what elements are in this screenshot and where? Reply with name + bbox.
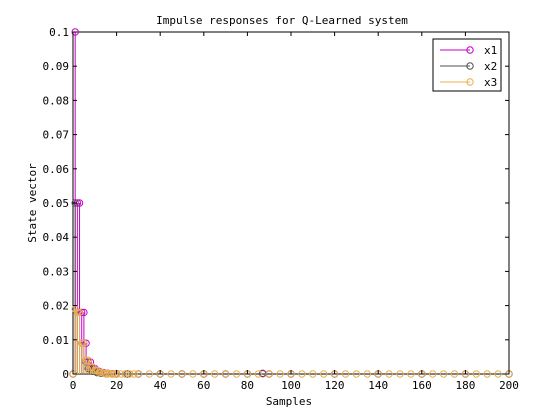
y-tick-label: 0.08 bbox=[43, 94, 70, 107]
stem-marker bbox=[82, 356, 90, 365]
x-tick-label: 0 bbox=[70, 379, 77, 392]
y-ticks: 0 0.01 0.02 0.03 0.04 0.05 0.06 0.07 0.08 0.09 0.1 bbox=[43, 26, 509, 381]
chart-title: Impulse responses for Q-Learned system bbox=[156, 14, 408, 27]
y-tick-label: 0.04 bbox=[43, 231, 70, 244]
stem-marker bbox=[254, 370, 262, 378]
y-tick-label: 0.05 bbox=[43, 197, 70, 210]
y-tick-label: 0.07 bbox=[43, 129, 70, 142]
stem-marker bbox=[93, 366, 101, 375]
stem-marker bbox=[450, 370, 459, 378]
stem-marker bbox=[78, 339, 86, 347]
stem-marker bbox=[189, 370, 197, 378]
stem-marker bbox=[91, 366, 99, 375]
stem-marker bbox=[309, 370, 317, 378]
x-axis-title: Samples bbox=[266, 395, 312, 408]
stem-marker bbox=[125, 370, 134, 378]
stem-marker bbox=[298, 370, 306, 378]
stem-marker bbox=[363, 370, 371, 378]
x-tick-label: 200 bbox=[499, 379, 519, 392]
stem-marker bbox=[82, 339, 90, 347]
x-tick-label: 180 bbox=[455, 379, 475, 392]
stem-marker bbox=[121, 370, 130, 378]
stem-marker bbox=[385, 370, 393, 378]
stem-marker bbox=[407, 370, 415, 378]
stem-marker bbox=[472, 370, 480, 378]
legend-marker bbox=[466, 62, 474, 70]
x-tick-label: 140 bbox=[368, 379, 388, 392]
x-tick-label: 120 bbox=[325, 379, 345, 392]
stem-marker bbox=[80, 339, 88, 347]
stem-marker bbox=[352, 370, 361, 378]
stem-marker bbox=[108, 370, 116, 378]
legend-label: x3 bbox=[484, 76, 497, 89]
stem-marker bbox=[320, 370, 328, 378]
stem-marker bbox=[167, 370, 175, 378]
stem-marker bbox=[71, 28, 79, 36]
stem-marker bbox=[73, 308, 82, 317]
stem-marker bbox=[265, 370, 273, 378]
stems-layer bbox=[69, 28, 513, 378]
x-tick-label: 60 bbox=[197, 379, 210, 392]
x-ticks: 0 20 40 60 80 100 120 140 160 180 200 bbox=[70, 32, 519, 392]
legend-marker bbox=[466, 78, 474, 86]
stem-marker bbox=[211, 370, 219, 378]
stem-marker bbox=[494, 370, 502, 378]
y-tick-label: 0.01 bbox=[43, 334, 70, 347]
stem-marker bbox=[145, 370, 154, 378]
y-tick-label: 0.09 bbox=[43, 60, 70, 73]
series-x3 bbox=[69, 305, 513, 378]
legend-label: x2 bbox=[484, 60, 497, 73]
stem-marker bbox=[341, 370, 350, 378]
y-tick-label: 0 bbox=[62, 368, 69, 381]
x-tick-label: 40 bbox=[154, 379, 167, 392]
stem-marker bbox=[429, 370, 437, 378]
x-tick-label: 20 bbox=[110, 379, 123, 392]
x-tick-label: 80 bbox=[241, 379, 254, 392]
stem-marker bbox=[71, 199, 79, 207]
y-tick-label: 0.02 bbox=[43, 300, 70, 313]
stem-marker bbox=[117, 370, 125, 378]
x-tick-label: 160 bbox=[412, 379, 432, 392]
stem-marker bbox=[78, 308, 86, 317]
stem-marker bbox=[130, 370, 138, 378]
stem-marker bbox=[232, 370, 241, 378]
x-tick-label: 100 bbox=[281, 379, 301, 392]
stem-marker bbox=[75, 308, 84, 317]
stem-marker bbox=[439, 370, 448, 378]
stem-marker bbox=[483, 370, 491, 378]
stem-marker bbox=[276, 370, 284, 378]
y-tick-label: 0.03 bbox=[43, 265, 70, 278]
y-axis-title: State vector bbox=[26, 163, 39, 243]
stem-marker bbox=[134, 370, 143, 378]
legend: x1 x2 x3 bbox=[432, 38, 502, 92]
y-tick-label: 0.1 bbox=[49, 26, 69, 39]
stem-marker bbox=[178, 370, 186, 378]
stem-marker bbox=[221, 370, 230, 378]
stem-marker bbox=[84, 356, 92, 365]
legend-marker bbox=[466, 46, 474, 54]
stem-marker bbox=[396, 370, 404, 378]
y-tick-label: 0.06 bbox=[43, 163, 70, 176]
legend-label: x1 bbox=[484, 44, 497, 57]
